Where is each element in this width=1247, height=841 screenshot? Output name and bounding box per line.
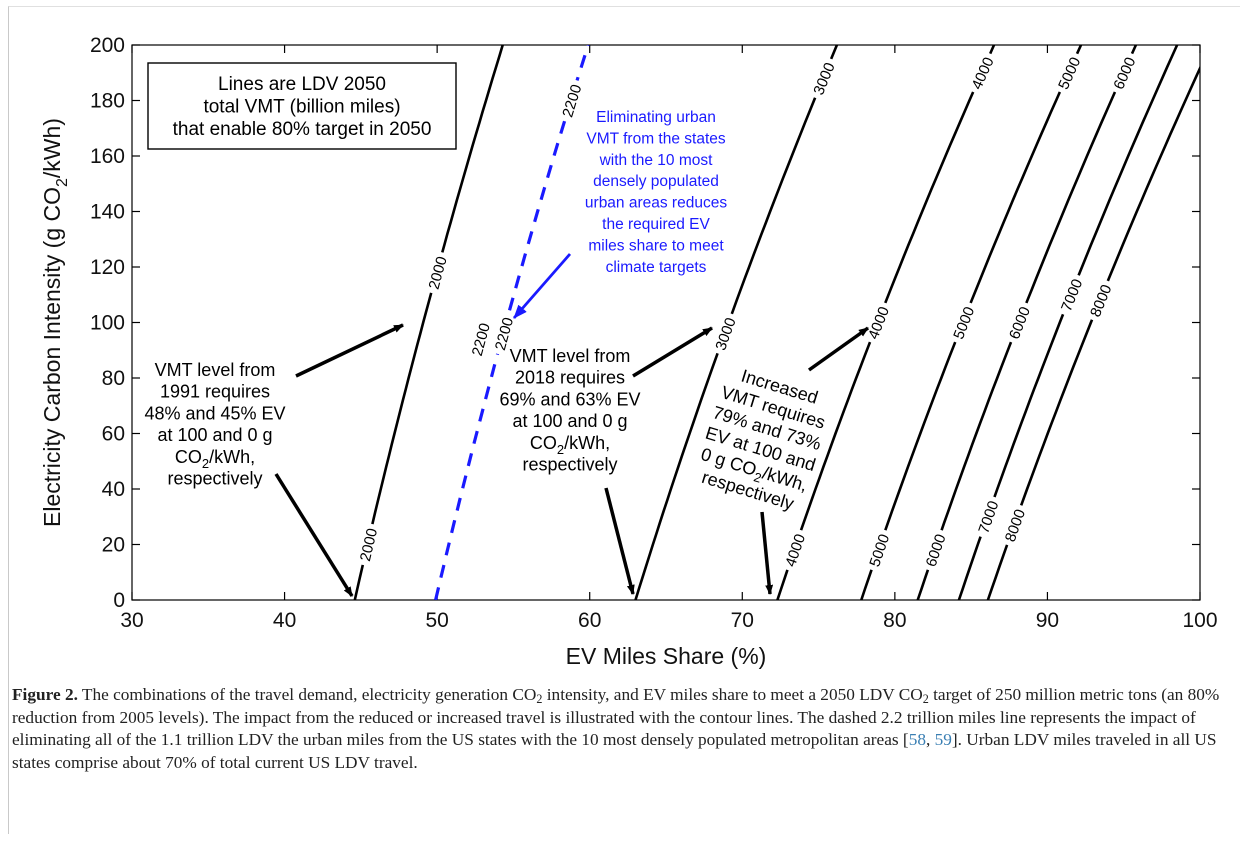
x-tick-label: 60	[578, 609, 601, 632]
figure-caption: Figure 2. The combinations of the travel…	[12, 684, 1234, 774]
annotation-text: 69% and 63% EV	[499, 389, 640, 409]
y-tick-label: 180	[90, 90, 125, 113]
caption-text: ,	[925, 730, 935, 750]
x-tick-label: 30	[120, 609, 143, 632]
legend-box-text: that enable 80% target in 2050	[173, 119, 432, 140]
annotation-blue-note: Eliminating urban VMT from the states with…	[585, 109, 727, 276]
annotation-text: CO2/kWh,	[530, 433, 610, 457]
y-tick-label: 200	[90, 34, 125, 57]
caption-text: ]. Urban LDV miles traveled in all US st…	[12, 730, 1217, 772]
y-tick-label: 100	[90, 312, 125, 335]
figure-frame	[8, 6, 1240, 834]
caption-text: The combinations of the travel demand, e…	[77, 685, 537, 704]
y-tick-label: 160	[90, 145, 125, 168]
y-tick-label: 0	[113, 589, 125, 612]
legend-box-text: Lines are LDV 2050	[218, 74, 386, 95]
annotation-text: urban areas reduces	[585, 195, 727, 212]
annotation-text: respectively	[167, 469, 262, 489]
y-tick-label: 20	[102, 534, 125, 557]
annotation-text: at 100 and 0 g	[512, 411, 627, 431]
y-tick-label: 40	[102, 478, 125, 501]
annotation-text: VMT from the states	[586, 130, 726, 147]
x-tick-label: 90	[1036, 609, 1059, 632]
y-tick-label: 60	[102, 423, 125, 446]
annotation-arrow	[512, 253, 572, 319]
annotation-text: 1991 requires	[160, 382, 270, 402]
annotation-text: 48% and 45% EV	[144, 403, 285, 423]
annotation-arrow	[760, 511, 774, 595]
contour-chart: 30 40 50 60 70 80 90 100 0 20 40 60 80 100 120 140 160 18…	[39, 34, 1218, 669]
contour-line-2000	[353, 45, 504, 600]
caption-label: Figure 2.	[12, 685, 78, 704]
annotation-text: miles share to meet	[588, 237, 724, 254]
y-axis-label: Electricity Carbon Intensity (g CO2/kWh)	[39, 118, 71, 527]
annotation-text: Eliminating urban	[596, 109, 716, 126]
x-tick-label: 70	[731, 609, 754, 632]
annotation-arrow	[295, 323, 404, 378]
annotation-text: CO2/kWh,	[175, 447, 255, 471]
annotation-text: at 100 and 0 g	[157, 425, 272, 445]
caption-subscript: 2	[536, 692, 543, 707]
annotation-text: climate targets	[606, 259, 707, 276]
annotation-arrow	[807, 326, 870, 372]
caption-text: target of 250 million metric tons (an 80…	[12, 685, 1220, 750]
x-axis-label: EV Miles Share (%)	[566, 643, 767, 669]
annotation-arrow	[604, 487, 635, 595]
annotation-text: respectively	[522, 455, 617, 475]
y-tick-label: 120	[90, 256, 125, 279]
annotation-text: VMT level from	[510, 346, 631, 366]
x-tick-label: 50	[425, 609, 448, 632]
legend-box	[147, 62, 457, 150]
annotation-text: 2018 requires	[515, 368, 625, 388]
annotation-arrow	[274, 473, 354, 597]
caption-text: intensity, and EV miles share to meet a …	[542, 685, 923, 704]
citation-link[interactable]: 59	[934, 730, 952, 750]
annotation-arrow	[632, 326, 713, 378]
x-tick-label: 100	[1182, 609, 1217, 632]
citation-link[interactable]: 58	[908, 730, 926, 750]
annotation-text: the required EV	[602, 216, 710, 233]
contour-label-2200: 2200	[465, 316, 495, 362]
x-tick-label: 40	[273, 609, 296, 632]
caption-subscript: 2	[922, 692, 929, 707]
y-tick-label: 140	[90, 201, 125, 224]
x-tick-label: 80	[883, 609, 906, 632]
annotation-text: VMT level from	[155, 360, 276, 380]
annotation-text: with the 10 most	[599, 152, 714, 169]
y-tick-label: 80	[102, 367, 125, 390]
legend-box-text: total VMT (billion miles)	[203, 97, 400, 118]
annotation-text: densely populated	[593, 173, 719, 190]
